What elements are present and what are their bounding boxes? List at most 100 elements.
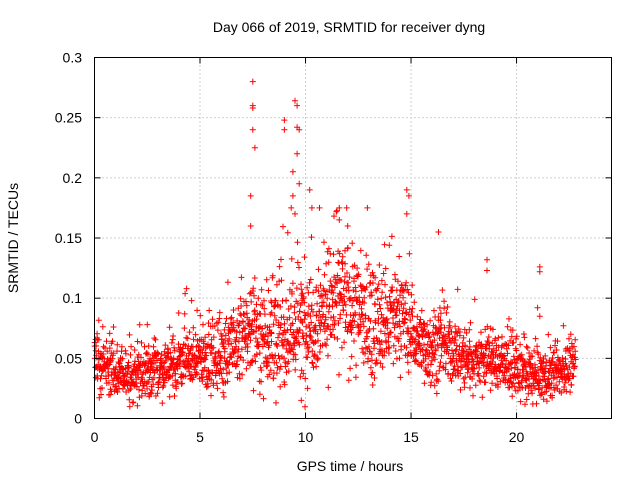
data-point <box>357 316 364 323</box>
data-point <box>136 386 142 393</box>
data-point <box>522 401 528 408</box>
data-point <box>371 375 378 381</box>
data-point <box>145 351 151 358</box>
data-point <box>404 286 411 293</box>
data-point <box>494 375 501 382</box>
data-point <box>482 379 489 386</box>
data-point <box>268 299 275 306</box>
data-point <box>247 362 253 369</box>
data-point <box>364 266 371 273</box>
data-point <box>304 341 311 348</box>
data-point <box>341 293 348 300</box>
data-point <box>349 302 356 309</box>
data-point <box>278 256 284 263</box>
data-point <box>298 367 305 374</box>
data-point <box>362 312 369 319</box>
data-point <box>221 345 228 352</box>
data-point <box>107 391 114 398</box>
data-point <box>312 339 319 345</box>
data-point <box>457 386 464 393</box>
data-point <box>570 343 577 350</box>
data-point <box>424 321 431 328</box>
data-point <box>360 323 367 330</box>
data-point <box>397 292 403 299</box>
data-point <box>183 334 190 341</box>
data-point <box>413 346 420 353</box>
data-point <box>315 355 322 362</box>
data-point <box>341 298 348 305</box>
data-point <box>289 320 296 327</box>
data-point <box>216 309 223 316</box>
data-point <box>302 375 309 382</box>
data-point <box>529 390 536 397</box>
data-point <box>308 234 315 241</box>
data-point <box>195 342 202 349</box>
data-point <box>523 376 530 383</box>
data-point <box>360 318 367 325</box>
data-point <box>388 233 395 240</box>
data-point <box>371 345 377 352</box>
data-point <box>342 260 349 267</box>
data-point <box>152 336 159 343</box>
data-point <box>285 358 292 365</box>
data-point <box>452 337 459 343</box>
data-point <box>208 376 215 383</box>
data-point <box>127 351 134 358</box>
data-point <box>293 285 300 292</box>
data-point <box>450 352 457 359</box>
data-point <box>114 389 121 395</box>
data-point <box>248 298 255 305</box>
data-point <box>122 347 129 354</box>
data-point <box>247 223 254 229</box>
data-point <box>277 321 284 328</box>
data-point <box>460 334 467 341</box>
data-point <box>470 392 476 399</box>
data-point <box>274 343 281 349</box>
data-point <box>536 313 543 320</box>
data-point <box>216 348 222 355</box>
y-tick-label: 0.3 <box>63 50 83 66</box>
data-point <box>395 278 401 285</box>
data-point <box>223 365 230 372</box>
data-point <box>387 329 394 336</box>
data-point <box>511 383 518 390</box>
data-point <box>273 359 280 366</box>
data-point <box>210 344 217 351</box>
data-point <box>485 339 492 346</box>
data-point <box>233 328 240 335</box>
data-point <box>266 371 273 378</box>
data-point <box>563 388 570 395</box>
data-point <box>378 311 385 318</box>
data-point <box>316 204 323 211</box>
x-axis-ticks: 0 5 10 15 20 <box>91 57 525 445</box>
data-point <box>162 342 169 349</box>
data-point <box>400 288 407 294</box>
data-point <box>484 338 491 344</box>
data-point <box>149 387 155 394</box>
data-point <box>477 378 484 385</box>
data-point <box>374 359 380 366</box>
data-point <box>171 393 178 399</box>
data-point <box>396 323 403 330</box>
data-point <box>172 370 179 377</box>
data-point <box>296 126 303 133</box>
data-point <box>325 323 332 330</box>
data-point <box>506 378 513 385</box>
data-point <box>433 390 440 397</box>
data-point <box>344 223 351 229</box>
data-point <box>273 317 280 323</box>
data-point <box>292 210 298 217</box>
data-point <box>431 337 438 344</box>
data-point <box>283 297 289 304</box>
data-point <box>343 204 350 211</box>
data-point <box>314 330 321 337</box>
data-point <box>329 283 336 290</box>
data-point <box>289 280 296 287</box>
data-point <box>412 357 419 363</box>
data-point <box>406 250 413 257</box>
data-point <box>154 357 160 364</box>
data-point <box>461 379 468 386</box>
data-point <box>174 379 181 385</box>
data-point <box>353 362 360 369</box>
